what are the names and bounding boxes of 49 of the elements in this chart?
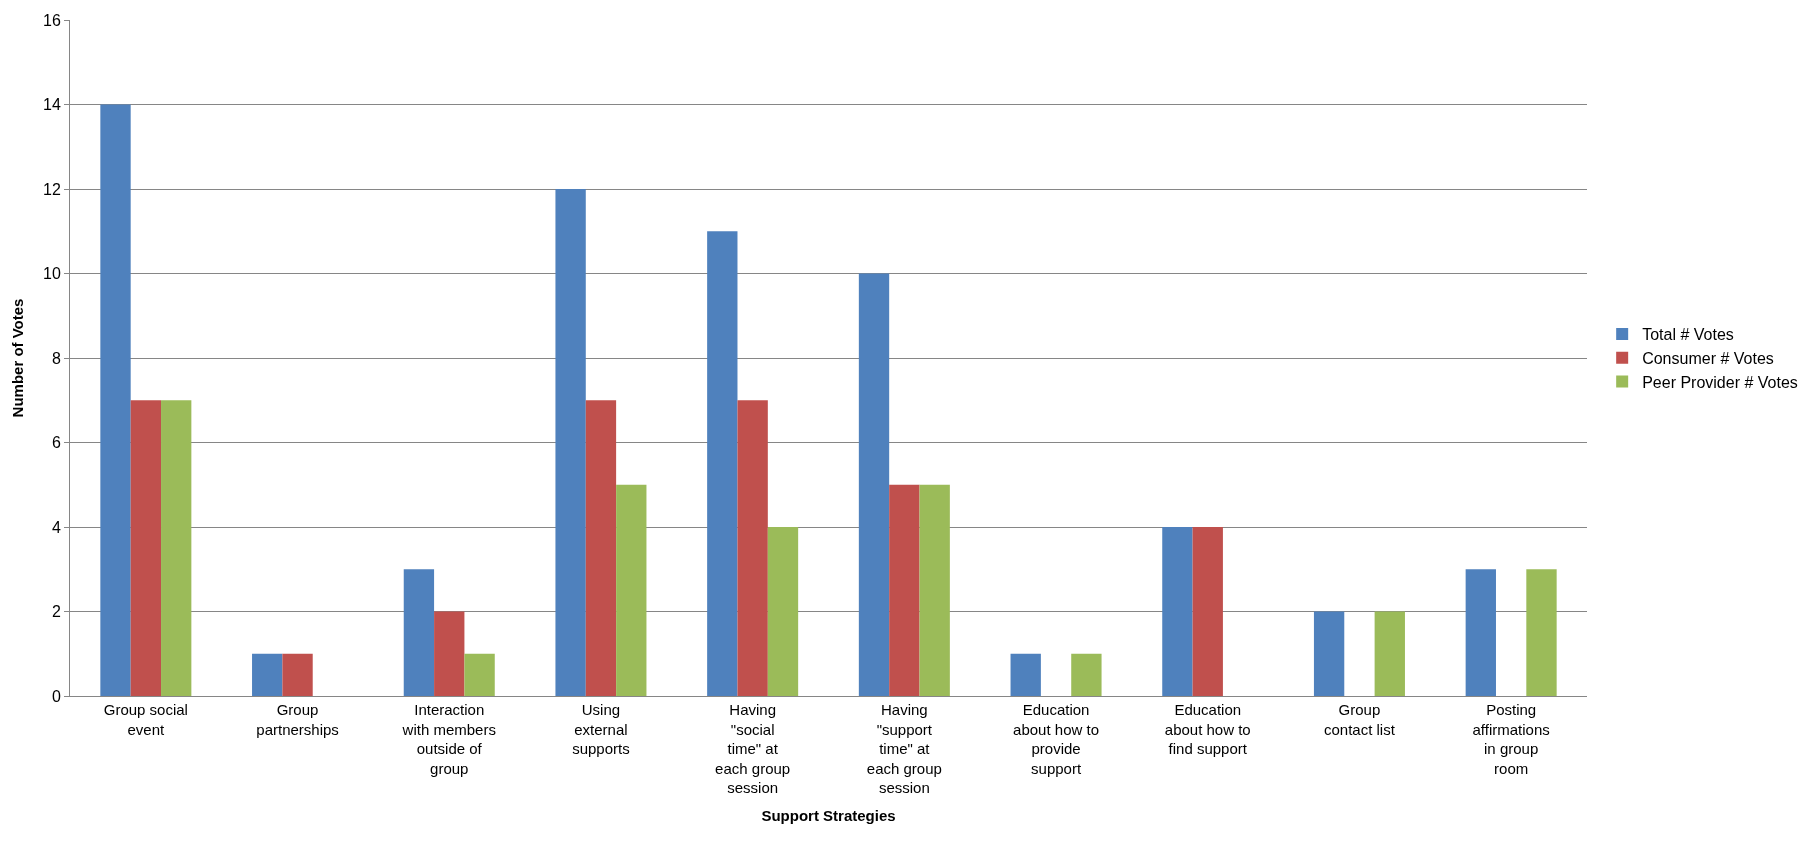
x-tick-label: Group contact list — [1324, 701, 1396, 738]
x-tick-label: Having "social time" at each group session — [715, 701, 791, 796]
y-tick-label: 4 — [51, 518, 61, 536]
bar — [100, 104, 131, 696]
y-tick-label: 12 — [43, 180, 61, 198]
bar — [616, 484, 647, 696]
bar — [1162, 527, 1193, 696]
bar — [130, 400, 162, 696]
x-tick-label: Posting affirmations in group room — [1472, 701, 1550, 777]
y-tick-label: 2 — [51, 603, 61, 621]
bar — [434, 611, 465, 696]
bar — [1010, 653, 1041, 696]
x-tick-label: Education about how to find support — [1164, 701, 1251, 757]
bar — [252, 653, 283, 696]
bar — [1465, 569, 1496, 696]
bar — [1071, 653, 1102, 696]
bar — [1313, 611, 1345, 696]
bar — [889, 484, 920, 696]
y-axis-title: Number of Votes — [9, 298, 27, 418]
bar — [161, 400, 192, 696]
bar — [919, 484, 950, 696]
y-tick-label: 16 — [43, 11, 61, 29]
bar — [464, 653, 495, 696]
legend-label: Total # Votes — [1642, 326, 1734, 344]
bar — [555, 189, 586, 696]
x-axis-title: Support Strategies — [761, 807, 896, 824]
bar — [737, 400, 768, 696]
x-tick-label: Having "support time" at each group session — [866, 701, 942, 796]
bar — [767, 527, 799, 696]
bar — [282, 653, 313, 696]
y-tick-label: 0 — [51, 687, 61, 705]
bar — [403, 569, 435, 696]
legend-label: Peer Provider # Votes — [1642, 373, 1798, 391]
y-tick-label: 10 — [43, 265, 61, 283]
bar — [585, 400, 617, 696]
bar — [1374, 611, 1405, 696]
x-tick-label: Interaction with members outside of group — [401, 701, 496, 777]
x-tick-label: Group social event — [103, 701, 188, 738]
legend-label: Consumer # Votes — [1642, 349, 1774, 367]
y-tick-label: 14 — [43, 96, 61, 114]
x-tick-label: Education about how to provide support — [1013, 701, 1099, 777]
bar — [1526, 569, 1557, 696]
bar — [858, 273, 890, 696]
bar — [1192, 527, 1223, 696]
y-tick-label: 8 — [51, 349, 61, 367]
x-tick-label: Group partnerships — [256, 701, 339, 738]
x-tick-label: Using external supports — [572, 701, 630, 757]
bar — [707, 231, 738, 696]
y-tick-label: 6 — [51, 434, 61, 452]
